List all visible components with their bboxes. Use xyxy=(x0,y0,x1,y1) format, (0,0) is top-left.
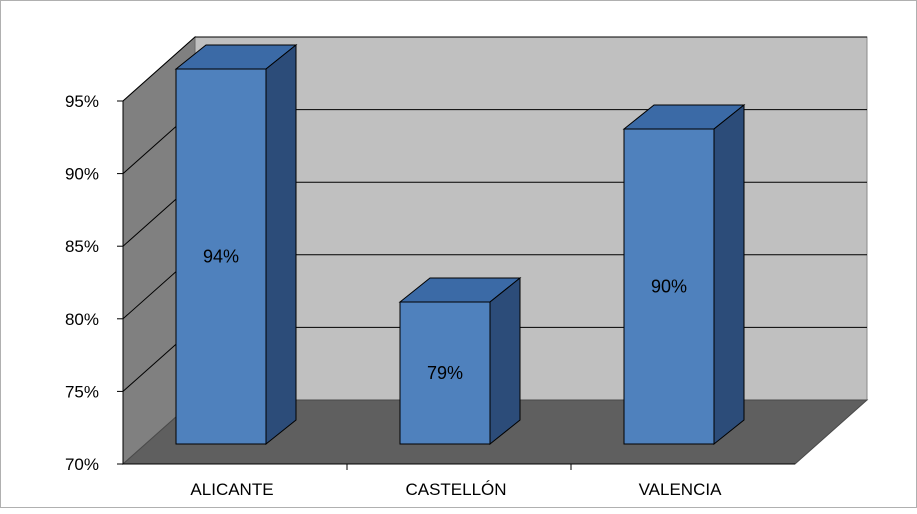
x-category-label: CASTELLÓN xyxy=(405,480,506,499)
gridline xyxy=(122,36,867,102)
bar xyxy=(623,128,715,445)
x-category-label: VALENCIA xyxy=(639,480,722,499)
bar-data-label: 79% xyxy=(427,363,463,383)
bar xyxy=(175,68,267,445)
y-tick-label: 75% xyxy=(65,382,99,401)
bar xyxy=(399,301,491,445)
y-tick-label: 95% xyxy=(65,92,99,111)
y-tick-label: 90% xyxy=(65,165,99,184)
bar-side xyxy=(713,103,745,446)
x-category-label: ALICANTE xyxy=(190,480,273,499)
bar-data-label: 94% xyxy=(203,247,239,267)
bar-data-label: 90% xyxy=(651,277,687,297)
bar-side xyxy=(265,43,297,446)
y-tick-label: 80% xyxy=(65,310,99,329)
bar-side xyxy=(489,276,521,446)
y-tick-label: 85% xyxy=(65,237,99,256)
y-tick-label: 70% xyxy=(65,455,99,474)
